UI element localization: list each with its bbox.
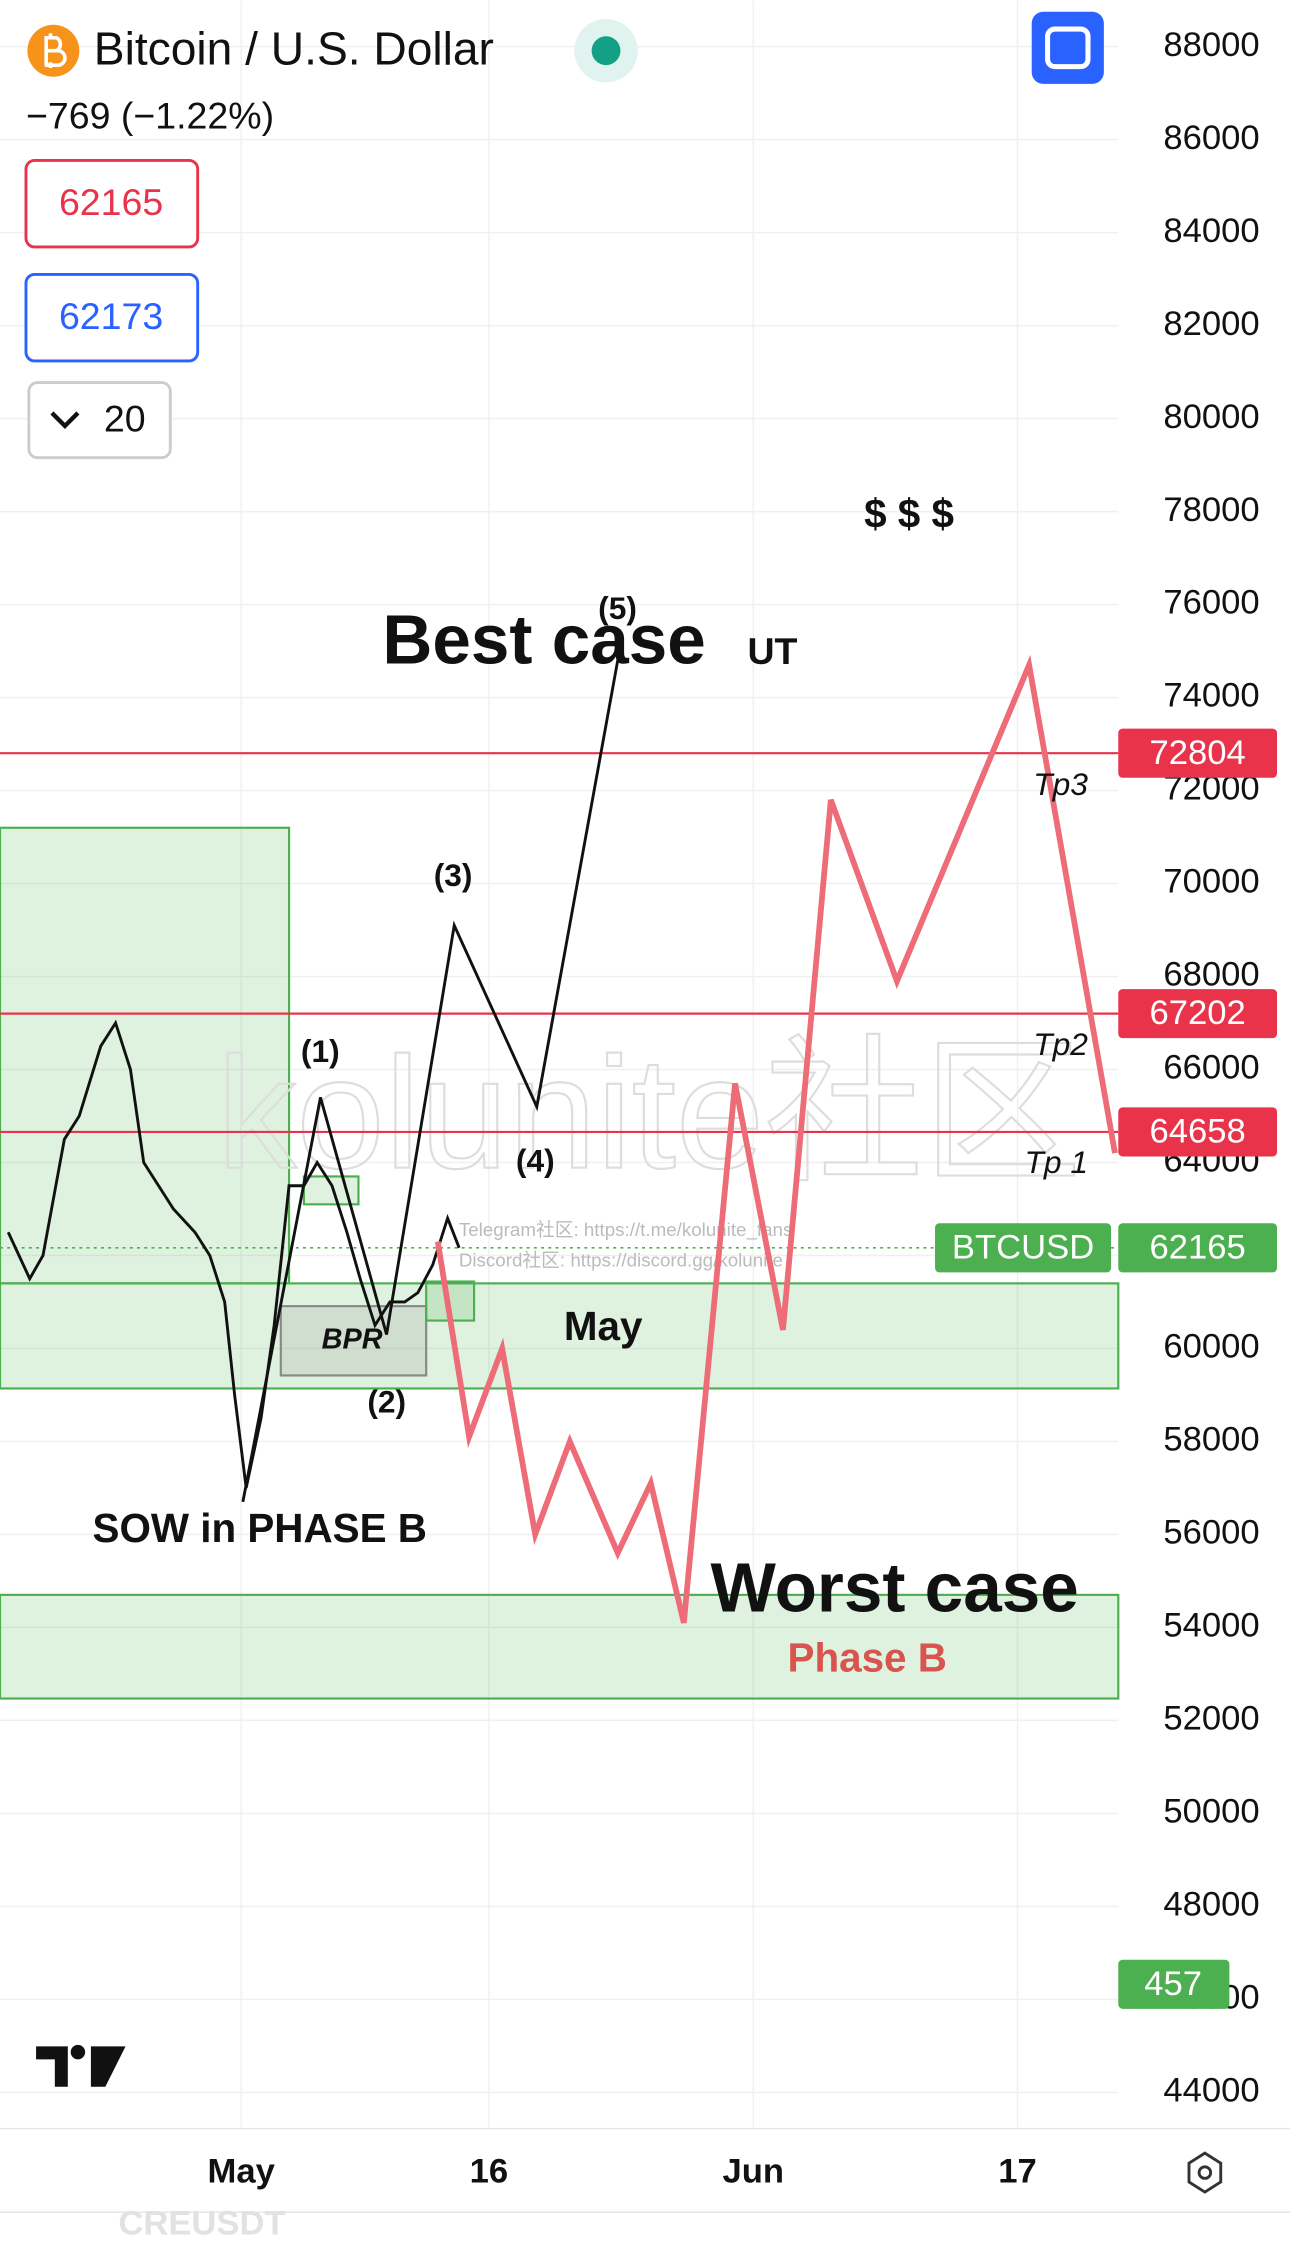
annotation: Tp2 (1033, 1026, 1088, 1062)
y-tick-label: 52000 (1163, 1700, 1259, 1738)
x-tick-label: May (207, 2152, 275, 2190)
chevron (50, 411, 80, 429)
y-tick-label: 86000 (1163, 119, 1259, 157)
annotation: (1) (301, 1033, 340, 1069)
y-tick-label: 76000 (1163, 584, 1259, 622)
annotation: Best case (382, 601, 705, 679)
grid (0, 0, 1119, 2129)
annotation: (4) (516, 1143, 555, 1179)
series-line (241, 660, 620, 1503)
settings-icon (1197, 2165, 1213, 2180)
y-tick-label: 74000 (1163, 677, 1259, 715)
buy-price: 62173 (59, 295, 163, 337)
price-tag (1118, 1223, 1278, 1273)
y-tick-label: 84000 (1163, 212, 1259, 250)
quantity: 20 (104, 397, 146, 439)
y-tick-label: 66000 (1163, 1049, 1259, 1087)
tv-logo (36, 2044, 126, 2087)
level-label: 72804 (1150, 734, 1246, 772)
annotation: UT (747, 630, 797, 672)
annotation: May (564, 1303, 643, 1349)
y-tick-label: 58000 (1163, 1421, 1259, 1459)
y-tick-label: 48000 (1163, 1885, 1259, 1923)
y-tick-label: 88000 (1163, 26, 1259, 64)
x-tick-label: Jun (722, 2152, 784, 2190)
y-tick-label: 44000 (1163, 2071, 1259, 2109)
footer-symbol: CREUSDT (118, 2204, 285, 2242)
sell-button[interactable] (24, 158, 200, 249)
quantity-dropdown[interactable] (27, 381, 172, 460)
annotation: BPR (322, 1323, 383, 1355)
x-tick-label: 16 (470, 2152, 509, 2190)
level-tag (1118, 728, 1278, 778)
fullscreen-button[interactable] (1031, 11, 1104, 84)
level-label: 64658 (1150, 1112, 1246, 1150)
labels: 4400046000480005000052000540005600058000… (93, 26, 1278, 2190)
zones (0, 826, 1120, 1700)
level-label: 67202 (1150, 994, 1246, 1032)
volume-tag (1118, 1959, 1230, 2009)
annotation: Worst case (711, 1549, 1079, 1627)
zone (0, 826, 291, 1285)
level-tag (1118, 989, 1278, 1039)
status-dot[interactable] (591, 36, 621, 66)
symbol-tag (935, 1223, 1112, 1273)
y-tick-label: 82000 (1163, 305, 1259, 343)
y-tick-label: 50000 (1163, 1793, 1259, 1831)
zone (279, 1305, 428, 1377)
symbol-tag-label: BTCUSD (952, 1228, 1094, 1266)
zone (0, 1282, 1120, 1390)
watermark: kolunite社区 (217, 1024, 1082, 1202)
y-tick-label: 68000 (1163, 956, 1259, 994)
y-tick-label: 56000 (1163, 1514, 1259, 1552)
annotation: (5) (598, 590, 637, 626)
annotation: (2) (367, 1384, 406, 1420)
volume-tag-label: 457 (1144, 1965, 1202, 2003)
annotation: Tp3 (1033, 766, 1088, 802)
price-change: −769 (−1.22%) (26, 94, 274, 136)
series-line (434, 654, 1118, 1624)
settings-button[interactable] (1187, 2151, 1223, 2194)
fullscreen-icon (1045, 26, 1091, 70)
symbol-title: Bitcoin / U.S. Dollar (94, 22, 494, 74)
tv-logo-part (70, 2044, 86, 2060)
annotation: $ $ $ (864, 490, 954, 536)
y-tick-label: 80000 (1163, 398, 1259, 436)
tv-logo-part (90, 2046, 126, 2087)
price-tag-label: 62165 (1150, 1228, 1246, 1266)
y-tick-label: 54000 (1163, 1607, 1259, 1645)
y-tick-label: 60000 (1163, 1328, 1259, 1366)
watermark-line: Discord社区: https://discord.gg/kolunite (459, 1249, 783, 1270)
zone (0, 1593, 1120, 1700)
x-tick-label: 17 (998, 2152, 1037, 2190)
sell-price: 62165 (59, 181, 163, 223)
annotation: (3) (434, 857, 473, 893)
annotation: Phase B (788, 1635, 947, 1681)
y-tick-label: 78000 (1163, 491, 1259, 529)
annotation: SOW in PHASE B (93, 1505, 427, 1551)
watermark-line: Telegram社区: https://t.me/kolunite_fans (459, 1219, 792, 1241)
annotation: Tp 1 (1024, 1144, 1088, 1180)
buy-button[interactable] (24, 272, 200, 363)
level-tag (1118, 1107, 1278, 1157)
tv-logo-part (36, 2046, 68, 2087)
coin-glyph (44, 33, 67, 69)
data (0, 654, 1119, 1624)
y-tick-label: 70000 (1163, 863, 1259, 901)
